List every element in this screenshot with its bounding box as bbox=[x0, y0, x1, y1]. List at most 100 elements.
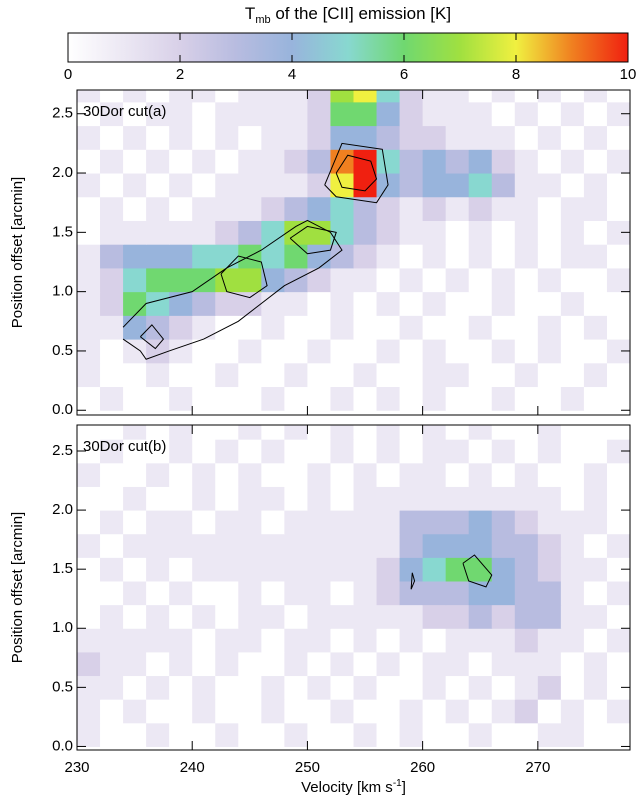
heatmap-cell bbox=[606, 315, 630, 340]
heatmap-cell bbox=[192, 486, 216, 511]
y-tick-label: 2.5 bbox=[52, 105, 73, 122]
heatmap-cell bbox=[215, 267, 239, 293]
heatmap-cell bbox=[77, 510, 101, 535]
heatmap-cell bbox=[445, 675, 470, 700]
heatmap-cell bbox=[399, 196, 424, 221]
heatmap-cell bbox=[537, 510, 562, 535]
heatmap-cell bbox=[514, 244, 539, 269]
colorbar-title: Tmb of the [CII] emission [K] bbox=[245, 4, 451, 25]
heatmap-cell bbox=[169, 90, 193, 103]
heatmap-cell bbox=[100, 196, 124, 221]
heatmap-cell bbox=[606, 533, 630, 558]
heatmap-cell bbox=[307, 557, 331, 582]
heatmap-cell bbox=[215, 196, 239, 221]
heatmap-cell bbox=[146, 244, 170, 269]
colorbar-tick-label: 8 bbox=[512, 66, 520, 83]
heatmap-cell bbox=[123, 604, 147, 629]
heatmap-cell bbox=[606, 604, 630, 629]
heatmap-cell bbox=[238, 125, 262, 150]
heatmap-cell bbox=[445, 439, 470, 464]
heatmap-cell bbox=[123, 581, 147, 606]
heatmap-cell bbox=[261, 462, 285, 487]
heatmap bbox=[77, 425, 630, 747]
heatmap-cell bbox=[399, 362, 424, 388]
heatmap-cell bbox=[192, 149, 216, 174]
heatmap-cell bbox=[606, 339, 630, 364]
heatmap-cell bbox=[192, 244, 216, 269]
heatmap-cell bbox=[238, 267, 262, 293]
heatmap-cell bbox=[215, 675, 239, 700]
heatmap-cell bbox=[445, 699, 470, 724]
heatmap-cell bbox=[422, 315, 447, 340]
heatmap-cell bbox=[445, 533, 470, 558]
heatmap-cell bbox=[583, 462, 608, 487]
heatmap-cell bbox=[307, 699, 331, 724]
heatmap-cell bbox=[468, 628, 493, 653]
label-sup: -1 bbox=[393, 778, 402, 789]
heatmap-cell bbox=[468, 291, 493, 316]
heatmap-cell bbox=[422, 339, 447, 364]
heatmap-cell bbox=[169, 386, 193, 411]
heatmap-cell bbox=[169, 101, 193, 127]
heatmap-cell bbox=[560, 315, 585, 340]
heatmap-cell bbox=[491, 90, 516, 103]
heatmap-cell bbox=[353, 90, 378, 103]
heatmap-cell bbox=[422, 90, 447, 103]
heatmap-cell bbox=[169, 462, 193, 487]
heatmap-cell bbox=[560, 510, 585, 535]
heatmap-cell bbox=[146, 425, 170, 440]
heatmap-cell bbox=[123, 722, 147, 747]
heatmap-cell bbox=[399, 462, 424, 487]
heatmap-cell bbox=[560, 439, 585, 464]
heatmap-cell bbox=[238, 581, 262, 606]
heatmap-cell bbox=[192, 315, 216, 340]
heatmap-cell bbox=[422, 510, 447, 535]
y-tick-label: 1.5 bbox=[52, 223, 73, 240]
heatmap-cell bbox=[307, 267, 331, 293]
heatmap-cell bbox=[376, 628, 401, 653]
heatmap-cell bbox=[77, 362, 101, 388]
heatmap-cell bbox=[353, 362, 378, 388]
heatmap-cell bbox=[468, 267, 493, 293]
heatmap-cell bbox=[330, 675, 354, 700]
heatmap-cell bbox=[445, 125, 470, 150]
heatmap-cell bbox=[583, 651, 608, 677]
heatmap-cell bbox=[77, 486, 101, 511]
heatmap-cell bbox=[537, 675, 562, 700]
y-tick-label: 0.0 bbox=[52, 737, 73, 754]
heatmap-cell bbox=[514, 267, 539, 293]
heatmap-cell bbox=[284, 581, 308, 606]
heatmap-cell bbox=[146, 267, 170, 293]
heatmap-cell bbox=[445, 291, 470, 316]
heatmap-cell bbox=[146, 510, 170, 535]
heatmap-cell bbox=[422, 291, 447, 316]
heatmap-cell bbox=[399, 339, 424, 364]
heatmap-cell bbox=[100, 651, 124, 677]
heatmap-cell bbox=[468, 244, 493, 269]
heatmap-cell bbox=[376, 220, 401, 245]
heatmap-cell bbox=[537, 486, 562, 511]
heatmap-cell bbox=[422, 173, 447, 198]
heatmap-cell bbox=[399, 386, 424, 411]
heatmap-cell bbox=[192, 291, 216, 316]
heatmap-cell bbox=[123, 101, 147, 127]
heatmap-cell bbox=[146, 486, 170, 511]
heatmap-cell bbox=[491, 510, 516, 535]
heatmap-cell bbox=[560, 362, 585, 388]
heatmap-cell bbox=[100, 533, 124, 558]
heatmap-cell bbox=[514, 510, 539, 535]
heatmap-cell bbox=[284, 101, 308, 127]
heatmap-cell bbox=[468, 651, 493, 677]
heatmap-cell bbox=[514, 533, 539, 558]
heatmap-cell bbox=[146, 315, 170, 340]
heatmap-cell bbox=[399, 90, 424, 103]
heatmap-cell bbox=[537, 362, 562, 388]
heatmap-cell bbox=[77, 651, 101, 677]
heatmap-cell bbox=[261, 362, 285, 388]
colorbar-tick-label: 2 bbox=[176, 66, 184, 83]
heatmap-cell bbox=[238, 220, 262, 245]
heatmap-cell bbox=[123, 675, 147, 700]
heatmap-cell bbox=[192, 699, 216, 724]
heatmap-cell bbox=[583, 722, 608, 747]
heatmap-cell bbox=[445, 244, 470, 269]
